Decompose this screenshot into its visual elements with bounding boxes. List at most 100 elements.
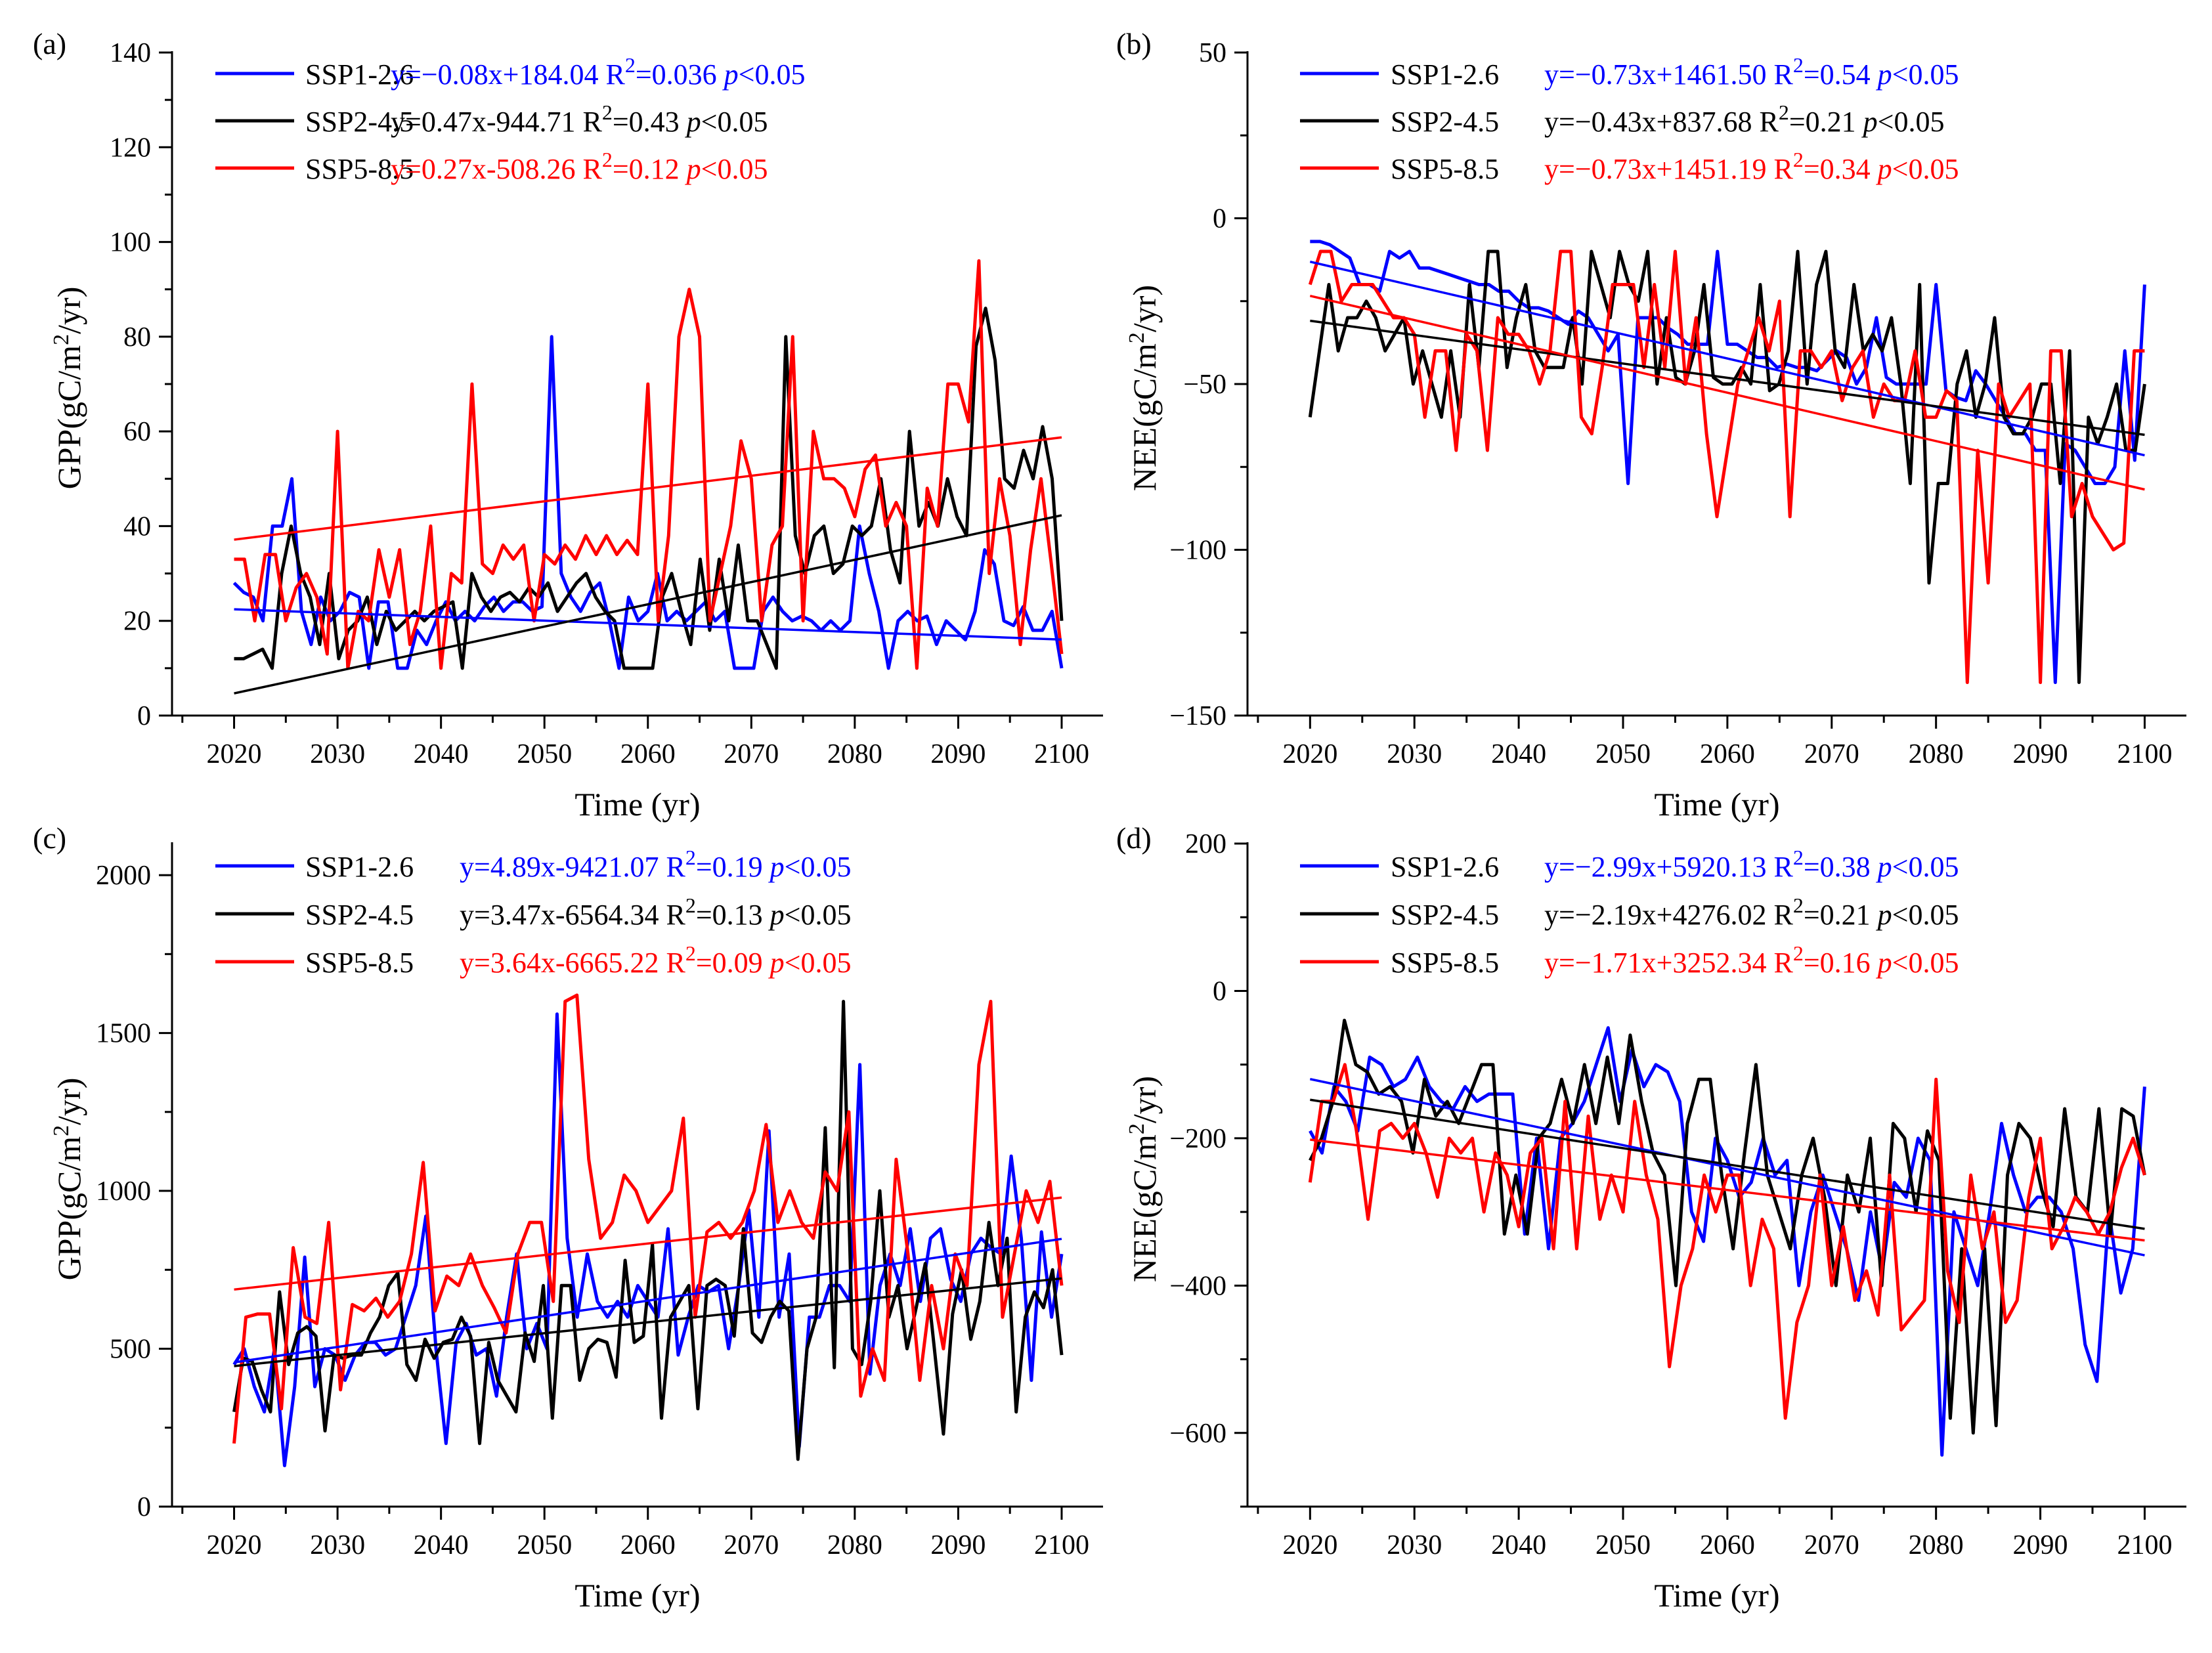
legend-entry: SSP1-2.6 y=4.89x-9421.07 R2=0.19 p<0.05 [215, 846, 851, 883]
legend-equation: y=3.64x-6665.22 R2=0.09 p<0.05 [460, 941, 851, 979]
x-tick-label: 2070 [724, 1530, 779, 1560]
p-symbol: p [1876, 851, 1892, 883]
p-symbol: p [685, 106, 701, 138]
y-tick-label: 0 [137, 1492, 151, 1522]
y-tick-label: −150 [1169, 701, 1226, 731]
p-value: <0.05 [785, 851, 852, 883]
series-line-ssp2-4.5 [232, 1000, 1064, 1461]
panel-label: (c) [33, 821, 66, 855]
x-tick-label: 2050 [1595, 739, 1651, 769]
panel-d: 2020 2030 2040 2050 2060 2070 2080 2090 2100 −600… [1116, 821, 2186, 1614]
x-tick-label: 2090 [930, 739, 986, 769]
y-tick-label: −50 [1183, 370, 1226, 400]
legend-equation: y=−0.08x+184.04 R2=0.036 p<0.05 [391, 53, 805, 91]
x-tick-label: 2080 [827, 1530, 882, 1560]
trend-line-ssp5-8.5 [234, 436, 1062, 541]
panel-a: 2020 2030 2040 2050 2060 2070 2080 2090 21000204… [33, 27, 1103, 823]
y-axis-label: NEE(gC/m2/yr) [1125, 285, 1163, 491]
x-tick-label: 2030 [1387, 739, 1442, 769]
x-tick-label: 2080 [827, 739, 882, 769]
legend-entry: SSP5-8.5y=0.27x-508.26 R2=0.12 p<0.05 [215, 148, 768, 185]
y-tick-label: 140 [110, 38, 151, 68]
panel-c: 2020 2030 2040 2050 2060 2070 2080 2090 2100 0 500… [33, 821, 1103, 1614]
series-line-ssp1-2.6 [1310, 240, 2146, 684]
y-tick-label: 1500 [96, 1019, 151, 1049]
y-axis-label: NEE(gC/m2/yr) [1125, 1076, 1163, 1282]
legend-entry: SSP5-8.5 y=3.64x-6665.22 R2=0.09 p<0.05 [215, 941, 851, 979]
p-symbol: p [768, 947, 785, 979]
x-tick-label: 2030 [310, 1530, 365, 1560]
trend-line-ssp1-2.6 [1309, 1078, 2145, 1256]
equation-text: y=−0.73x+1451.19 [1544, 153, 1766, 185]
series-line-ssp5-8.5 [234, 259, 1064, 670]
legend-name: SSP1-2.6 [1391, 58, 1499, 91]
p-value: <0.05 [1892, 153, 1959, 185]
y-tick-label: 60 [123, 417, 151, 447]
legend-equation: y=−0.73x+1451.19 R2=0.34 p<0.05 [1544, 148, 1959, 185]
p-value: <0.05 [739, 58, 806, 91]
y-tick-label: 1000 [96, 1176, 151, 1207]
legend-equation: y=3.47x-6564.34 R2=0.13 p<0.05 [460, 893, 851, 931]
legend-entry: SSP2-4.5 y=−0.43x+837.68 R2=0.21 p<0.05 [1300, 100, 1944, 138]
x-tick-label: 2100 [2117, 1530, 2172, 1560]
x-tick-label: 2050 [517, 1530, 572, 1560]
y-tick-label: 50 [1199, 38, 1226, 68]
x-tick-label: 2060 [1700, 1530, 1755, 1560]
legend-equation: y=0.47x-944.71 R2=0.43 p<0.05 [391, 100, 768, 138]
x-tick-label: 2100 [1034, 739, 1089, 769]
legend-name: SSP1-2.6 [305, 58, 414, 91]
y-tick-label: −600 [1169, 1419, 1226, 1449]
trend-line-ssp5-8.5 [1309, 295, 2145, 491]
x-tick-label: 2080 [1909, 739, 1964, 769]
panel-label: (b) [1116, 27, 1152, 60]
legend-name: SSP5-8.5 [1391, 947, 1499, 979]
legend-entry: SSP2-4.5y=0.47x-944.71 R2=0.43 p<0.05 [215, 100, 768, 138]
y-tick-label: 200 [1185, 829, 1226, 859]
x-tick-label: 2050 [517, 739, 572, 769]
p-value: <0.05 [785, 947, 852, 979]
y-tick-label: 80 [123, 322, 151, 353]
y-tick-label: 500 [110, 1335, 151, 1365]
p-symbol: p [768, 899, 785, 931]
legend-name: SSP2-4.5 [305, 106, 414, 138]
series-line-ssp5-8.5 [1308, 249, 2145, 684]
equation-text: y=0.27x-508.26 [391, 153, 575, 185]
legend-equation: y=−0.43x+837.68 R2=0.21 p<0.05 [1544, 100, 1944, 138]
y-axis-label: GPP(gC/m2/yr) [49, 1078, 87, 1281]
series-line-ssp1-2.6 [232, 335, 1064, 670]
p-symbol: p [1861, 106, 1878, 138]
legend-entry: SSP5-8.5 y=−1.71x+3252.34 R2=0.16 p<0.05 [1300, 941, 1959, 979]
equation-text: y=4.89x-9421.07 [460, 851, 659, 883]
p-value: <0.05 [701, 106, 768, 138]
legend-entry: SSP1-2.6y=−0.08x+184.04 R2=0.036 p<0.05 [215, 53, 805, 91]
legend-equation: y=−0.73x+1461.50 R2=0.54 p<0.05 [1544, 53, 1959, 91]
legend-entry: SSP1-2.6 y=−2.99x+5920.13 R2=0.38 p<0.05 [1300, 846, 1959, 883]
legend-entry: SSP2-4.5 y=−2.19x+4276.02 R2=0.21 p<0.05 [1300, 893, 1959, 931]
x-tick-label: 2030 [310, 739, 365, 769]
legend-equation: y=−1.71x+3252.34 R2=0.16 p<0.05 [1544, 941, 1959, 979]
equation-text: y=−2.19x+4276.02 [1544, 899, 1766, 931]
x-tick-label: 2040 [414, 1530, 469, 1560]
x-tick-label: 2090 [930, 1530, 986, 1560]
x-axis-label: Time (yr) [1654, 786, 1779, 823]
series-line-ssp2-4.5 [234, 307, 1064, 670]
x-axis-label: Time (yr) [575, 786, 700, 823]
p-value: <0.05 [1892, 947, 1959, 979]
series-line-ssp1-2.6 [232, 1012, 1064, 1467]
p-symbol: p [1876, 947, 1892, 979]
p-value: <0.05 [1892, 851, 1959, 883]
series-line-ssp1-2.6 [1309, 1026, 2146, 1457]
y-tick-label: −400 [1169, 1271, 1226, 1301]
legend-name: SSP5-8.5 [1391, 153, 1499, 185]
x-tick-label: 2090 [2013, 739, 2068, 769]
p-value: <0.05 [701, 153, 768, 185]
legend-equation: y=0.27x-508.26 R2=0.12 p<0.05 [391, 148, 768, 185]
equation-text: y=−0.43x+837.68 [1544, 106, 1752, 138]
x-tick-label: 2080 [1909, 1530, 1964, 1560]
y-tick-label: 120 [110, 133, 151, 163]
x-tick-label: 2060 [1700, 739, 1755, 769]
series-line-ssp5-8.5 [1308, 1063, 2146, 1420]
x-tick-label: 2090 [2013, 1530, 2068, 1560]
y-tick-label: 0 [1213, 976, 1226, 1006]
